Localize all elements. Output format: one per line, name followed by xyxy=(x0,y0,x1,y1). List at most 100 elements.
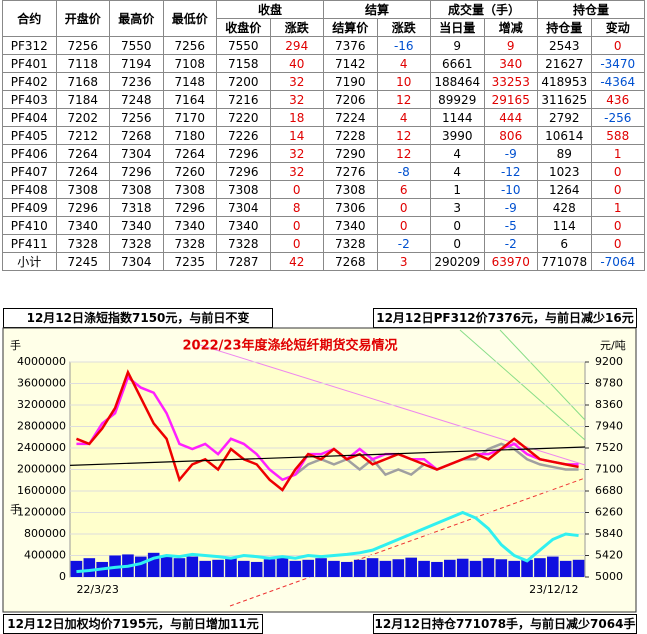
volume-bar xyxy=(353,559,366,577)
column-header: 合约 xyxy=(2,0,57,37)
table-cell: 7216 xyxy=(216,90,271,109)
table-cell: 6 xyxy=(537,234,592,253)
table-cell: 7328 xyxy=(109,234,164,253)
series-line xyxy=(76,375,579,482)
y-tick-label: 1200000 xyxy=(17,506,66,519)
header-row: 合约 开盘价 最高价 最低价 收盘 结算 成交量（手） 持仓量 xyxy=(2,0,645,37)
column-header: 持仓量 xyxy=(537,0,645,19)
volume-bar xyxy=(469,560,482,577)
y2-tick-label: 5000 xyxy=(595,570,623,583)
table-cell: 7256 xyxy=(109,108,164,127)
table-cell: 7304 xyxy=(109,252,164,271)
y-tick-label: 3600000 xyxy=(17,377,66,390)
chart: 2022/23年度涤纶短纤期货交易情况 手 手 元/吨 0 400000 80000… xyxy=(2,327,637,613)
volume-bar xyxy=(83,558,96,577)
trend-line xyxy=(69,446,586,467)
table-cell: 7202 xyxy=(55,108,110,127)
volume-bar xyxy=(379,560,392,577)
table-cell: 32 xyxy=(269,90,324,109)
table-cell: PF403 xyxy=(2,90,57,109)
table-cell: 7296 xyxy=(109,162,164,181)
y-tick-label: 2000000 xyxy=(17,463,66,476)
volume-bar xyxy=(315,558,327,577)
table-cell: 小计 xyxy=(2,252,57,271)
column-header: 结算价 xyxy=(323,18,378,37)
table-cell: PF405 xyxy=(2,126,57,145)
table-cell: 806 xyxy=(483,126,538,145)
table-cell: 114 xyxy=(537,216,592,235)
table-row: PF402 7168 7236 7148 7200 32 7190 10 188464 33253… xyxy=(2,72,645,91)
table-cell: 7268 xyxy=(323,252,378,271)
y-tick-label: 400000 xyxy=(24,549,66,562)
volume-bar xyxy=(238,560,250,577)
volume-bar xyxy=(508,560,520,577)
column-header: 收盘 xyxy=(216,0,324,19)
table-cell: 7142 xyxy=(323,54,378,73)
futures-table: 合约 开盘价 最高价 最低价 收盘 结算 成交量（手） 持仓量 收盘价 涨跌 结算价 涨跌 当日量 增减持… xyxy=(2,0,645,271)
table-cell: 2792 xyxy=(537,108,592,127)
table-cell: 771078 xyxy=(537,252,592,271)
table-cell: PF411 xyxy=(2,234,57,253)
table-cell: 7328 xyxy=(55,234,110,253)
note: 12月12日持仓771078手，与前日减少7064手 xyxy=(373,614,637,634)
volume-bar xyxy=(534,558,546,577)
table-cell: 7287 xyxy=(216,252,271,271)
chart-title: 2022/23年度涤纶短纤期货交易情况 xyxy=(182,338,397,354)
y2-tick-label: 8780 xyxy=(595,377,623,390)
table-cell: 418953 xyxy=(537,72,592,91)
volume-bar xyxy=(199,560,211,577)
table-row: PF409 7296 7318 7296 7304 8 7306 0 3 -9 428 1 xyxy=(2,198,645,217)
x-tick-label: 23/12/12 xyxy=(529,583,578,596)
volume-bar xyxy=(341,561,353,577)
x-tick-label: 22/3/23 xyxy=(76,583,118,596)
table-cell: 294 xyxy=(269,36,324,55)
table-cell: PF404 xyxy=(2,108,57,127)
y-tick-label: 2800000 xyxy=(17,420,66,433)
y2-label: 元/吨 xyxy=(600,339,626,352)
volume-bar xyxy=(482,558,495,577)
volume-bar xyxy=(173,558,186,577)
table-row: PF312 7256 7550 7256 7550 294 7376 -16 9 9 2543 0 xyxy=(2,36,645,55)
table-cell: 2543 xyxy=(537,36,592,55)
y2-tick-label: 7940 xyxy=(595,420,623,433)
series-line xyxy=(76,510,579,574)
y-label: 手 xyxy=(10,338,21,352)
volume-bar xyxy=(495,559,508,577)
table-cell: 12 xyxy=(376,144,431,163)
table-cell: 42 xyxy=(269,252,324,271)
table-cell: 7308 xyxy=(162,180,217,199)
table-row: PF407 7264 7296 7260 7296 32 7276 -8 4 -12 1023 0 xyxy=(2,162,645,181)
y2-tick-label: 5840 xyxy=(595,527,623,540)
table-cell: 7200 xyxy=(216,72,271,91)
table-cell: 7190 xyxy=(323,72,378,91)
table-cell: 7118 xyxy=(55,54,110,73)
y-label: 手 xyxy=(10,502,21,516)
volume-bar xyxy=(328,560,340,577)
table-cell: 7340 xyxy=(109,216,164,235)
table-cell: 12 xyxy=(376,126,431,145)
table-cell: -16 xyxy=(376,36,431,55)
table-cell: 188464 xyxy=(430,72,485,91)
column-header: 开盘价 xyxy=(55,0,110,37)
table-cell: 6661 xyxy=(430,54,485,73)
table-row: PF410 7340 7340 7340 7340 0 7340 0 0 -5 114 0 xyxy=(2,216,645,235)
y2-tick-label: 7520 xyxy=(595,441,623,454)
table-cell: -7064 xyxy=(590,252,645,271)
table-cell: 436 xyxy=(590,90,645,109)
table-cell: 7206 xyxy=(323,90,378,109)
table-cell: 33253 xyxy=(483,72,538,91)
volume-bar xyxy=(212,559,224,577)
table-cell: PF312 xyxy=(2,36,57,55)
volume-bar xyxy=(392,559,405,577)
series-line xyxy=(75,369,579,492)
column-header: 持仓量 xyxy=(537,18,592,37)
table-cell: 7308 xyxy=(55,180,110,199)
table-cell: 7235 xyxy=(162,252,217,271)
table-cell: 40 xyxy=(269,54,324,73)
y-tick-label: 800000 xyxy=(24,527,66,540)
table-cell: 7290 xyxy=(323,144,378,163)
table-cell: 7550 xyxy=(109,36,164,55)
table-cell: 7108 xyxy=(162,54,217,73)
volume-bar xyxy=(276,557,289,577)
